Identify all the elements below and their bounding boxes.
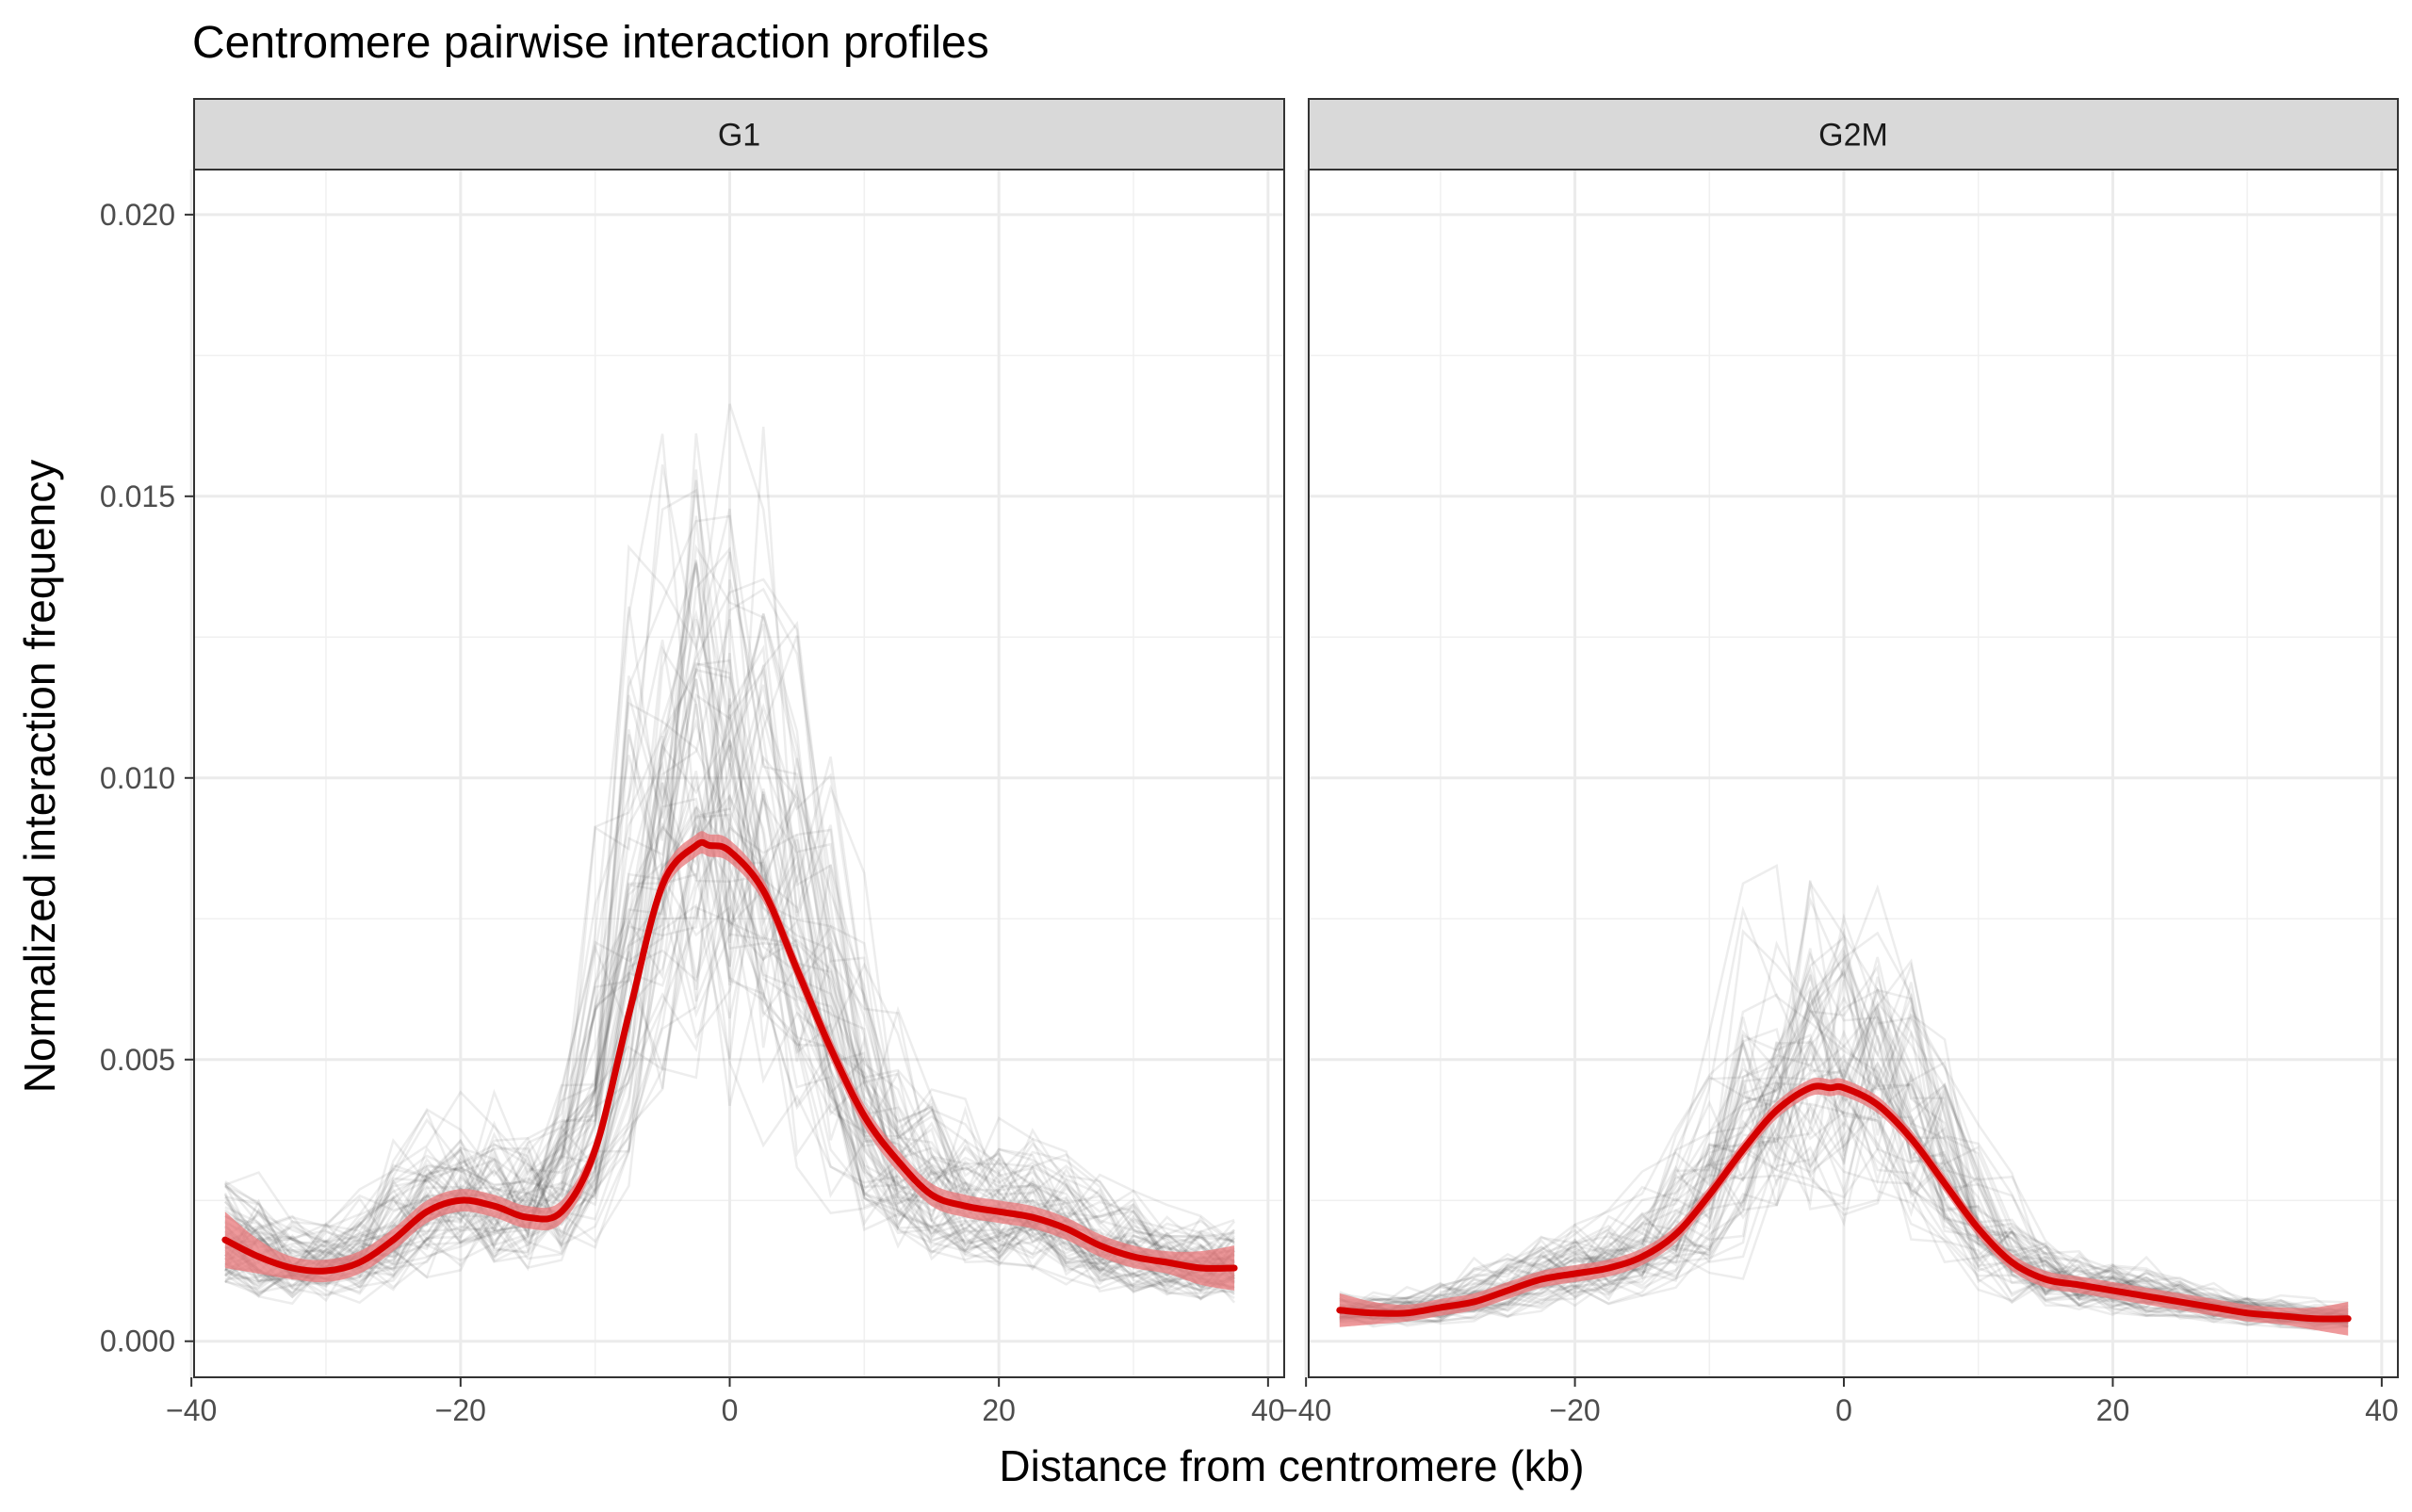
- individual-trace: [224, 879, 1235, 1297]
- individual-trace: [224, 848, 1235, 1303]
- facet-label: G2M: [1818, 118, 1888, 154]
- individual-trace: [224, 675, 1235, 1280]
- panel-g2m: G2M −40 −20 0 20 40: [1280, 98, 2399, 1427]
- individual-trace: [1339, 993, 2349, 1317]
- y-axis-title: Normalized interaction frequency: [15, 460, 64, 1093]
- y-tick-label: 0.015: [100, 480, 175, 513]
- individual-trace: [224, 426, 1235, 1278]
- smooth-line: [1336, 1082, 2352, 1323]
- individual-trace: [1339, 1013, 2349, 1315]
- individual-trace: [224, 872, 1235, 1305]
- x-axis-title: Distance from centromere (kb): [999, 1441, 1584, 1490]
- individual-trace: [224, 577, 1235, 1273]
- individual-trace: [224, 469, 1235, 1264]
- individual-trace: [224, 619, 1235, 1272]
- individual-trace: [224, 737, 1235, 1285]
- individual-trace: [224, 432, 1235, 1273]
- individual-trace: [223, 826, 1235, 1284]
- individual-trace: [224, 645, 1235, 1299]
- individual-trace: [224, 612, 1236, 1271]
- plot-background: [194, 170, 1284, 1377]
- chart-title: Centromere pairwise interaction profiles: [192, 18, 989, 68]
- individual-trace: [1339, 927, 2349, 1313]
- plot-background: [1309, 170, 2398, 1377]
- facet-strip: [193, 98, 1285, 171]
- x-tick-label: −20: [435, 1393, 486, 1427]
- individual-trace: [1339, 965, 2349, 1320]
- individual-trace: [224, 880, 1235, 1306]
- individual-trace: [224, 559, 1235, 1278]
- facet-label: G1: [718, 118, 760, 154]
- individual-trace: [223, 782, 1235, 1293]
- y-tick-label: 0.000: [100, 1325, 175, 1358]
- y-tick-label: 0.020: [100, 198, 175, 232]
- x-tick-label: 20: [2096, 1393, 2130, 1427]
- panel-g1: G1 −40 −20 0 20 40 0.000 0.005 0.010 0.015 0.020: [100, 98, 1285, 1427]
- individual-trace: [224, 546, 1235, 1271]
- individual-trace: [224, 698, 1235, 1290]
- individual-trace: [223, 834, 1236, 1300]
- individual-trace: [223, 480, 1236, 1280]
- x-tick-label: −20: [1549, 1393, 1600, 1427]
- individual-trace: [224, 587, 1235, 1276]
- individual-trace: [1339, 992, 2349, 1322]
- individual-trace: [1339, 951, 2349, 1323]
- individual-trace: [1339, 1035, 2349, 1330]
- facet-strip: [1308, 98, 2399, 171]
- y-tick-label: 0.005: [100, 1043, 175, 1077]
- individual-trace: [1339, 1062, 2349, 1323]
- x-tick-label: −40: [166, 1393, 217, 1427]
- individual-trace: [224, 463, 1235, 1260]
- individual-trace: [1339, 1089, 2349, 1325]
- individual-trace: [223, 635, 1236, 1288]
- x-tick-label: 20: [982, 1393, 1016, 1427]
- individual-trace: [224, 740, 1236, 1292]
- y-tick-label: 0.010: [100, 761, 175, 795]
- individual-trace: [224, 821, 1235, 1301]
- individual-trace: [224, 736, 1235, 1289]
- individual-trace: [223, 873, 1235, 1297]
- x-tick-label: −40: [1280, 1393, 1331, 1427]
- individual-trace: [1339, 1027, 2349, 1329]
- smooth-line: [221, 838, 1238, 1275]
- individual-trace: [224, 403, 1235, 1276]
- x-tick-label: 0: [722, 1393, 739, 1427]
- individual-trace: [224, 624, 1235, 1280]
- x-tick-label: 40: [2365, 1393, 2399, 1427]
- x-tick-label: 40: [1251, 1393, 1285, 1427]
- x-tick-label: 0: [1835, 1393, 1852, 1427]
- individual-trace: [223, 613, 1235, 1289]
